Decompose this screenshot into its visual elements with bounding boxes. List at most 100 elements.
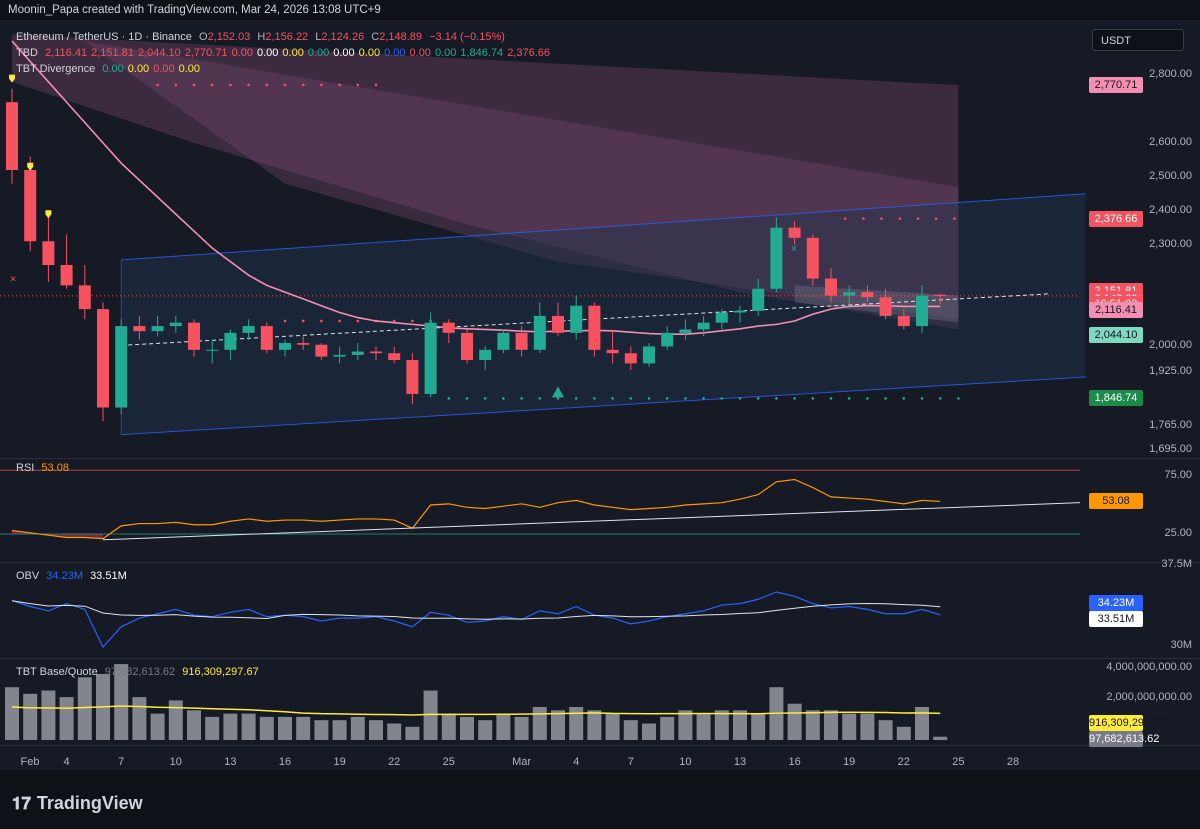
tbd-value: 0.00 [307,47,330,59]
volume-bar [842,713,857,740]
volume-bar [187,710,201,740]
header-bar: Moonin_Papa created with TradingView.com… [0,0,1200,20]
candle-body [224,332,237,350]
channel-upper-line [121,193,1086,261]
support-dot [738,397,742,400]
support-dot [465,397,469,400]
time-axis-label: 7 [627,756,634,768]
rsi-line [11,478,941,540]
indicator-axis-label: 4,000,000,000.00 [1106,661,1192,673]
tbt-divergence-value: 0.00 [102,63,124,75]
volume-bar [751,713,766,740]
time-axis-label: 19 [333,756,346,768]
support-dot [629,397,633,400]
price-axis-label: 2,400.00 [1149,203,1192,216]
volume-bar [642,723,656,740]
resistance-dot [338,83,341,87]
obv-value-2: 33.51M [90,570,127,582]
candle-body [879,297,892,316]
candle-body [624,353,637,364]
tradingview-icon: 𝟏𝟕 [12,794,31,813]
resistance-dot [898,217,902,220]
candle-body [260,326,273,350]
volume-bar [259,716,274,740]
support-dot [538,397,542,400]
volume-bar [350,716,365,740]
tradingview-logo[interactable]: 𝟏𝟕 TradingView [12,793,143,814]
volume-bar [5,687,19,740]
time-axis-label: 16 [788,756,801,768]
volume-bar [660,716,675,740]
tbt-divergence-label: TBT Divergence [16,63,96,75]
indicator-axis-label: 75.00 [1164,469,1192,481]
candle-body [661,332,674,347]
candle-body [442,322,455,333]
tbt-divergence-legend[interactable]: TBT Divergence 0.00 0.00 0.00 0.00 [16,63,204,75]
obv-label: OBV [16,570,40,582]
time-axis-label: 4 [63,756,70,768]
tbd-value: 0.00 [409,47,431,59]
tbt-divergence-value: 0.00 [153,63,175,75]
volume-bar [824,710,838,740]
volume-bar [205,716,220,740]
candle-body [606,349,619,354]
volume-bar [478,720,493,740]
candle-body [533,315,546,350]
tbd-legend[interactable]: TBD 2,116.41 2,151.81 2,044.10 2,770.71 0.00… [16,47,554,59]
candle-body [78,285,91,310]
volume-bar [168,700,183,740]
resistance-dot [320,83,323,87]
close-value: 2,148.89 [379,31,423,43]
brand-name: TradingView [36,793,143,813]
candle-body [515,332,528,350]
candle-body [406,360,419,394]
resistance-dot [156,83,159,87]
obv-value-1: 34.23M [46,570,83,582]
volume-bar [605,713,620,740]
currency-selector[interactable]: USDT [1092,29,1184,51]
symbol-name[interactable]: Ethereum / TetherUS · 1D · Binance [16,31,192,43]
volume-bar [132,697,147,740]
support-dot [574,397,578,400]
tbd-value: 2,376.66 [507,47,551,59]
volume-bar [496,713,511,740]
candle-body [588,305,601,350]
pane-divider [0,745,1200,746]
candle-body [752,288,765,311]
support-dot [902,397,906,400]
tbd-value: 0.00 [231,47,253,59]
time-axis-label: 13 [224,756,237,768]
candle-body [497,332,510,350]
pane-divider [0,458,1200,459]
candle-body [861,292,874,298]
obv-legend[interactable]: OBV 34.23M 33.51M [16,570,131,582]
moving-average-line [11,40,941,336]
tbd-value: 0.00 [333,47,355,59]
resistance-dot [283,319,287,323]
time-axis-label: 28 [1006,756,1020,768]
volume-bar [405,726,420,740]
candle-body [151,326,164,332]
support-dot [702,397,705,400]
candle-body [916,295,928,327]
divergence-marker [27,162,34,171]
tbd-value: 0.00 [256,47,279,59]
open-label: O [198,31,208,43]
projection-cloud [12,34,959,330]
volume-bar [569,707,584,740]
candle-body [679,329,692,333]
volume-bar [714,710,729,740]
volume-bar [441,713,456,740]
candle-body [843,292,856,296]
candle-body [897,315,910,327]
indicator-axis-label: 30M [1170,639,1192,651]
basequote-legend[interactable]: TBT Base/Quote 97,682,613.62 916,309,297… [16,666,263,678]
support-dot [847,397,851,400]
rsi-legend[interactable]: RSI 53.08 [16,462,73,474]
basequote-value-1: 97,682,613.62 [104,666,176,678]
indicator-badge: 916,309,297.67 [1089,715,1166,731]
candle-body [370,351,382,354]
candle-body [570,305,583,333]
volume-bar [896,726,911,740]
